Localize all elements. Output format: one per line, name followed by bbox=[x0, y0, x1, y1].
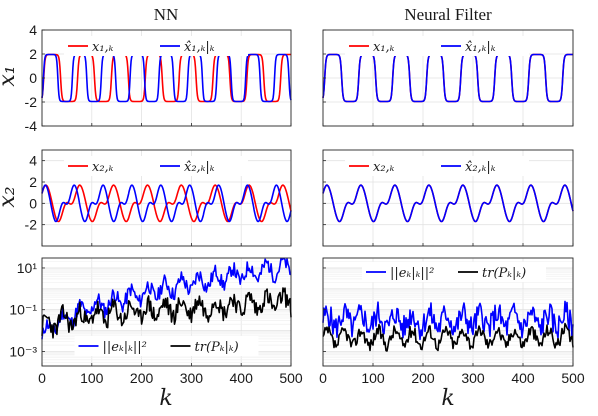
legend-label-0: x₂,ₖ bbox=[373, 160, 395, 175]
y-tick-label: 10⁻¹ bbox=[9, 302, 37, 318]
y-tick-label: 0 bbox=[29, 70, 37, 86]
legend: x₂,ₖ x̂₂,ₖ|ₖ bbox=[64, 156, 248, 176]
legend-label-1: tr(Pₖ|ₖ) bbox=[195, 340, 239, 355]
y-tick-label: 4 bbox=[29, 153, 37, 169]
x-tick-label: 400 bbox=[511, 370, 535, 386]
axes-frame bbox=[322, 149, 574, 247]
legend-label-0: x₁,ₖ bbox=[373, 40, 395, 55]
legend: x₁,ₖ x̂₁,ₖ|ₖ bbox=[64, 36, 248, 56]
legend-label-0: ||eₖ|ₖ||² bbox=[390, 266, 434, 281]
x-tick-label: 200 bbox=[411, 370, 435, 386]
y-tick-label: 2 bbox=[29, 174, 37, 190]
legend-label-1: x̂₂,ₖ|ₖ bbox=[184, 160, 215, 175]
series-line-1 bbox=[322, 184, 574, 223]
panel-NF-x2: x₂,ₖ x̂₂,ₖ|ₖ bbox=[322, 149, 574, 247]
legend-label-1: x̂₁,ₖ|ₖ bbox=[184, 40, 215, 55]
panel-NN-x1: 4 2 0 -2 -4 x₁,ₖ x̂₁,ₖ|ₖ bbox=[25, 22, 292, 134]
xlabel-right: k bbox=[441, 386, 454, 411]
legend: ||eₖ|ₖ||² tr(Pₖ|ₖ) bbox=[362, 262, 546, 282]
legend-box bbox=[345, 36, 529, 56]
panel-NF-x1: x₁,ₖ x̂₁,ₖ|ₖ bbox=[322, 29, 574, 127]
x-tick-label: 0 bbox=[319, 370, 327, 386]
legend-box bbox=[64, 36, 248, 56]
legend-box bbox=[362, 262, 546, 282]
x-tick-label: 0 bbox=[38, 370, 46, 386]
col-title-neural-filter: Neural Filter bbox=[404, 5, 492, 24]
x-tick-label: 300 bbox=[180, 370, 204, 386]
x-tick-label: 300 bbox=[461, 370, 485, 386]
y-tick-label: 4 bbox=[29, 22, 37, 38]
xlabel-left: k bbox=[159, 386, 172, 411]
series-line-0 bbox=[41, 257, 292, 340]
legend-label-0: x₂,ₖ bbox=[92, 160, 114, 175]
series-line-1 bbox=[41, 287, 292, 339]
y-tick-label: -2 bbox=[25, 217, 38, 233]
x-tick-label: 500 bbox=[279, 370, 303, 386]
col-title-nn: NN bbox=[154, 5, 179, 24]
x-tick-label: 200 bbox=[130, 370, 154, 386]
y-tick-label: 0 bbox=[29, 195, 37, 211]
panel-NN-x2: 4 2 0 -2 x₂,ₖ x̂₂,ₖ|ₖ bbox=[25, 149, 292, 247]
panel-NF-err: 0 100 200 300 400 500 ||eₖ|ₖ||² tr(Pₖ|ₖ) bbox=[319, 257, 585, 386]
y-tick-label: 10⁻³ bbox=[9, 343, 37, 359]
legend-label-0: x₁,ₖ bbox=[92, 40, 114, 55]
axes-frame bbox=[41, 257, 292, 367]
y-tick-label: 2 bbox=[29, 46, 37, 62]
y-tick-label: -4 bbox=[25, 118, 38, 134]
axes-frame bbox=[322, 257, 574, 367]
series-line-1 bbox=[322, 322, 574, 352]
axes-frame bbox=[41, 149, 292, 247]
legend-box bbox=[74, 336, 259, 356]
series-line-1 bbox=[41, 184, 292, 223]
panel-NN-err: 0 100 200 300 400 500 10¹ 10⁻¹ 10⁻³ ||eₖ|ₖ||² tr(P… bbox=[9, 257, 303, 386]
legend-label-1: x̂₂,ₖ|ₖ bbox=[465, 160, 496, 175]
legend: x₁,ₖ x̂₁,ₖ|ₖ bbox=[345, 36, 529, 56]
legend-label-0: ||eₖ|ₖ||² bbox=[103, 340, 147, 355]
x-tick-label: 500 bbox=[561, 370, 585, 386]
x-tick-label: 100 bbox=[80, 370, 104, 386]
legend: ||eₖ|ₖ||² tr(Pₖ|ₖ) bbox=[74, 336, 259, 356]
y-tick-label: -2 bbox=[25, 94, 38, 110]
legend-box bbox=[345, 156, 529, 176]
legend: x₂,ₖ x̂₂,ₖ|ₖ bbox=[345, 156, 529, 176]
legend-label-1: x̂₁,ₖ|ₖ bbox=[465, 40, 496, 55]
series-line-0 bbox=[322, 300, 574, 341]
legend-label-1: tr(Pₖ|ₖ) bbox=[482, 266, 526, 281]
ylabel-x1: x₁ bbox=[0, 65, 20, 86]
legend-box bbox=[64, 156, 248, 176]
y-tick-label: 10¹ bbox=[17, 260, 38, 276]
x-tick-label: 100 bbox=[361, 370, 385, 386]
x-tick-label: 400 bbox=[230, 370, 254, 386]
ylabel-x2: x₂ bbox=[0, 186, 20, 207]
